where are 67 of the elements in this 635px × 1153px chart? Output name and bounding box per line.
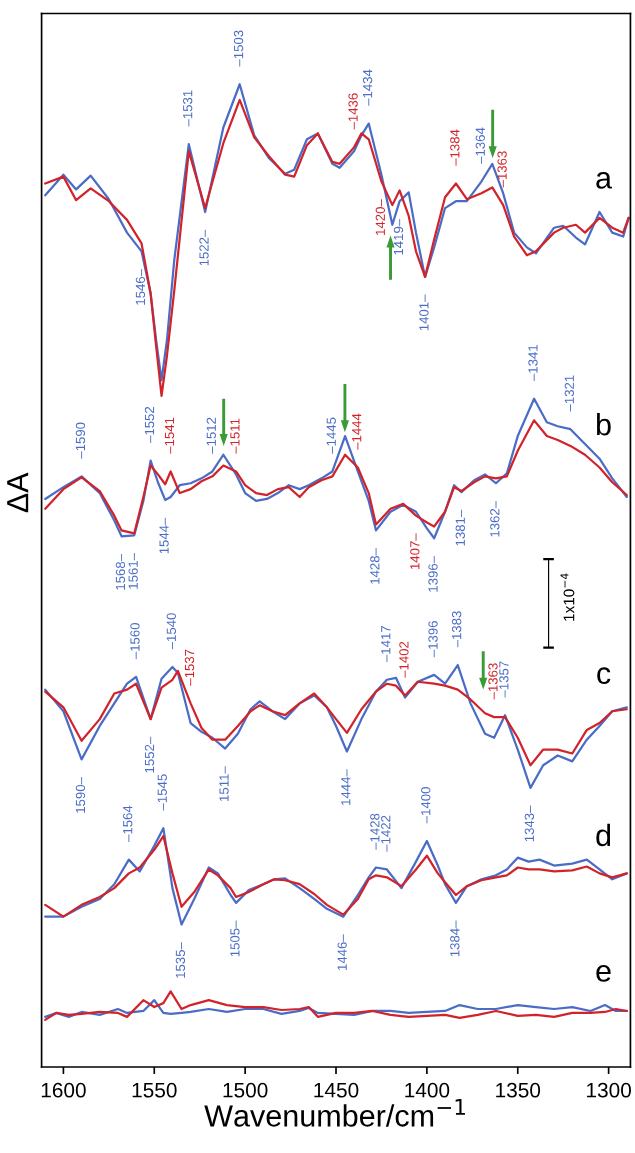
annotation: –1503 [233,30,244,67]
annotation: –1511 [230,418,240,454]
annotation: –1363 [497,151,507,188]
annotation: –1560 [130,622,140,660]
y-axis-title: ΔA [7,472,29,513]
annotation: –1357 [499,661,509,698]
annotation: –1512 [206,417,216,454]
annotation: c [597,667,611,685]
annotation: –1400 [421,787,431,824]
annotation: –1363 [488,663,498,700]
annotation: 1546– [135,269,146,305]
annotation: –1545 [157,774,167,811]
annotation: –1590 [75,422,86,459]
annotation: –1436 [348,93,358,130]
annotation: 1522– [199,229,209,266]
x-tick-label: 1500 [223,1082,268,1098]
annotation: –1422 [381,815,391,852]
annotation: 1x10$^{−4}$ [560,573,575,621]
annotation: –1541 [164,417,175,454]
annotation: 1535– [175,942,186,978]
annotation: 1396– [428,555,438,592]
annotation: –1417 [381,626,391,663]
annotation: –1402 [399,641,409,678]
annotation: 1343– [524,805,535,842]
annotation: 1511– [219,766,229,801]
annotation: –1364 [475,127,485,164]
annotation: –1540 [166,613,176,650]
annotation: 1362– [490,500,500,537]
annotation: –1531 [183,90,193,127]
annotation: e [596,965,611,982]
annotation: –1341 [528,344,538,382]
annotation: –1552 [144,406,155,443]
annotation: –1321 [564,375,574,412]
annotation: 1420– [375,199,385,235]
annotation: 1568– [115,554,126,590]
annotation: 1401– [419,294,429,331]
annotation: d [596,823,611,847]
annotation: –1445 [326,417,336,454]
annotation: –1444 [352,413,362,450]
annotation: –1384 [450,129,460,166]
annotation: –1428 [370,813,380,850]
annotation: 1419– [393,218,404,255]
annotation: –1564 [123,805,133,842]
x-tick-label: 1400 [405,1082,450,1098]
annotation: 1428– [370,548,380,584]
annotation: –1537 [184,649,195,686]
x-tick-label: 1300 [587,1082,631,1098]
x-tick-label: 1450 [314,1082,359,1098]
annotation: –1396 [428,621,438,658]
annotation: 1407– [410,533,420,570]
annotation: 1446– [337,934,347,970]
x-tick-label: 1600 [41,1082,86,1098]
annotation: 1544– [159,517,169,554]
annotation: 1505– [230,920,240,957]
annotation: 1561– [128,553,138,589]
annotation: 1590– [75,777,86,813]
annotation: 1384– [450,920,460,957]
annotation: 1381– [455,509,465,546]
annotation: –1434 [362,69,373,106]
annotation: b [597,412,611,436]
annotation: a [596,172,613,189]
annotation: –1383 [451,611,462,648]
x-tick-label: 1550 [132,1082,177,1098]
annotation: 1552– [144,736,155,773]
x-axis-title: Wavenumber/cm$^{−1}$ [204,1099,465,1127]
x-tick-label: 1350 [496,1082,541,1098]
annotation: 1444– [341,769,351,805]
